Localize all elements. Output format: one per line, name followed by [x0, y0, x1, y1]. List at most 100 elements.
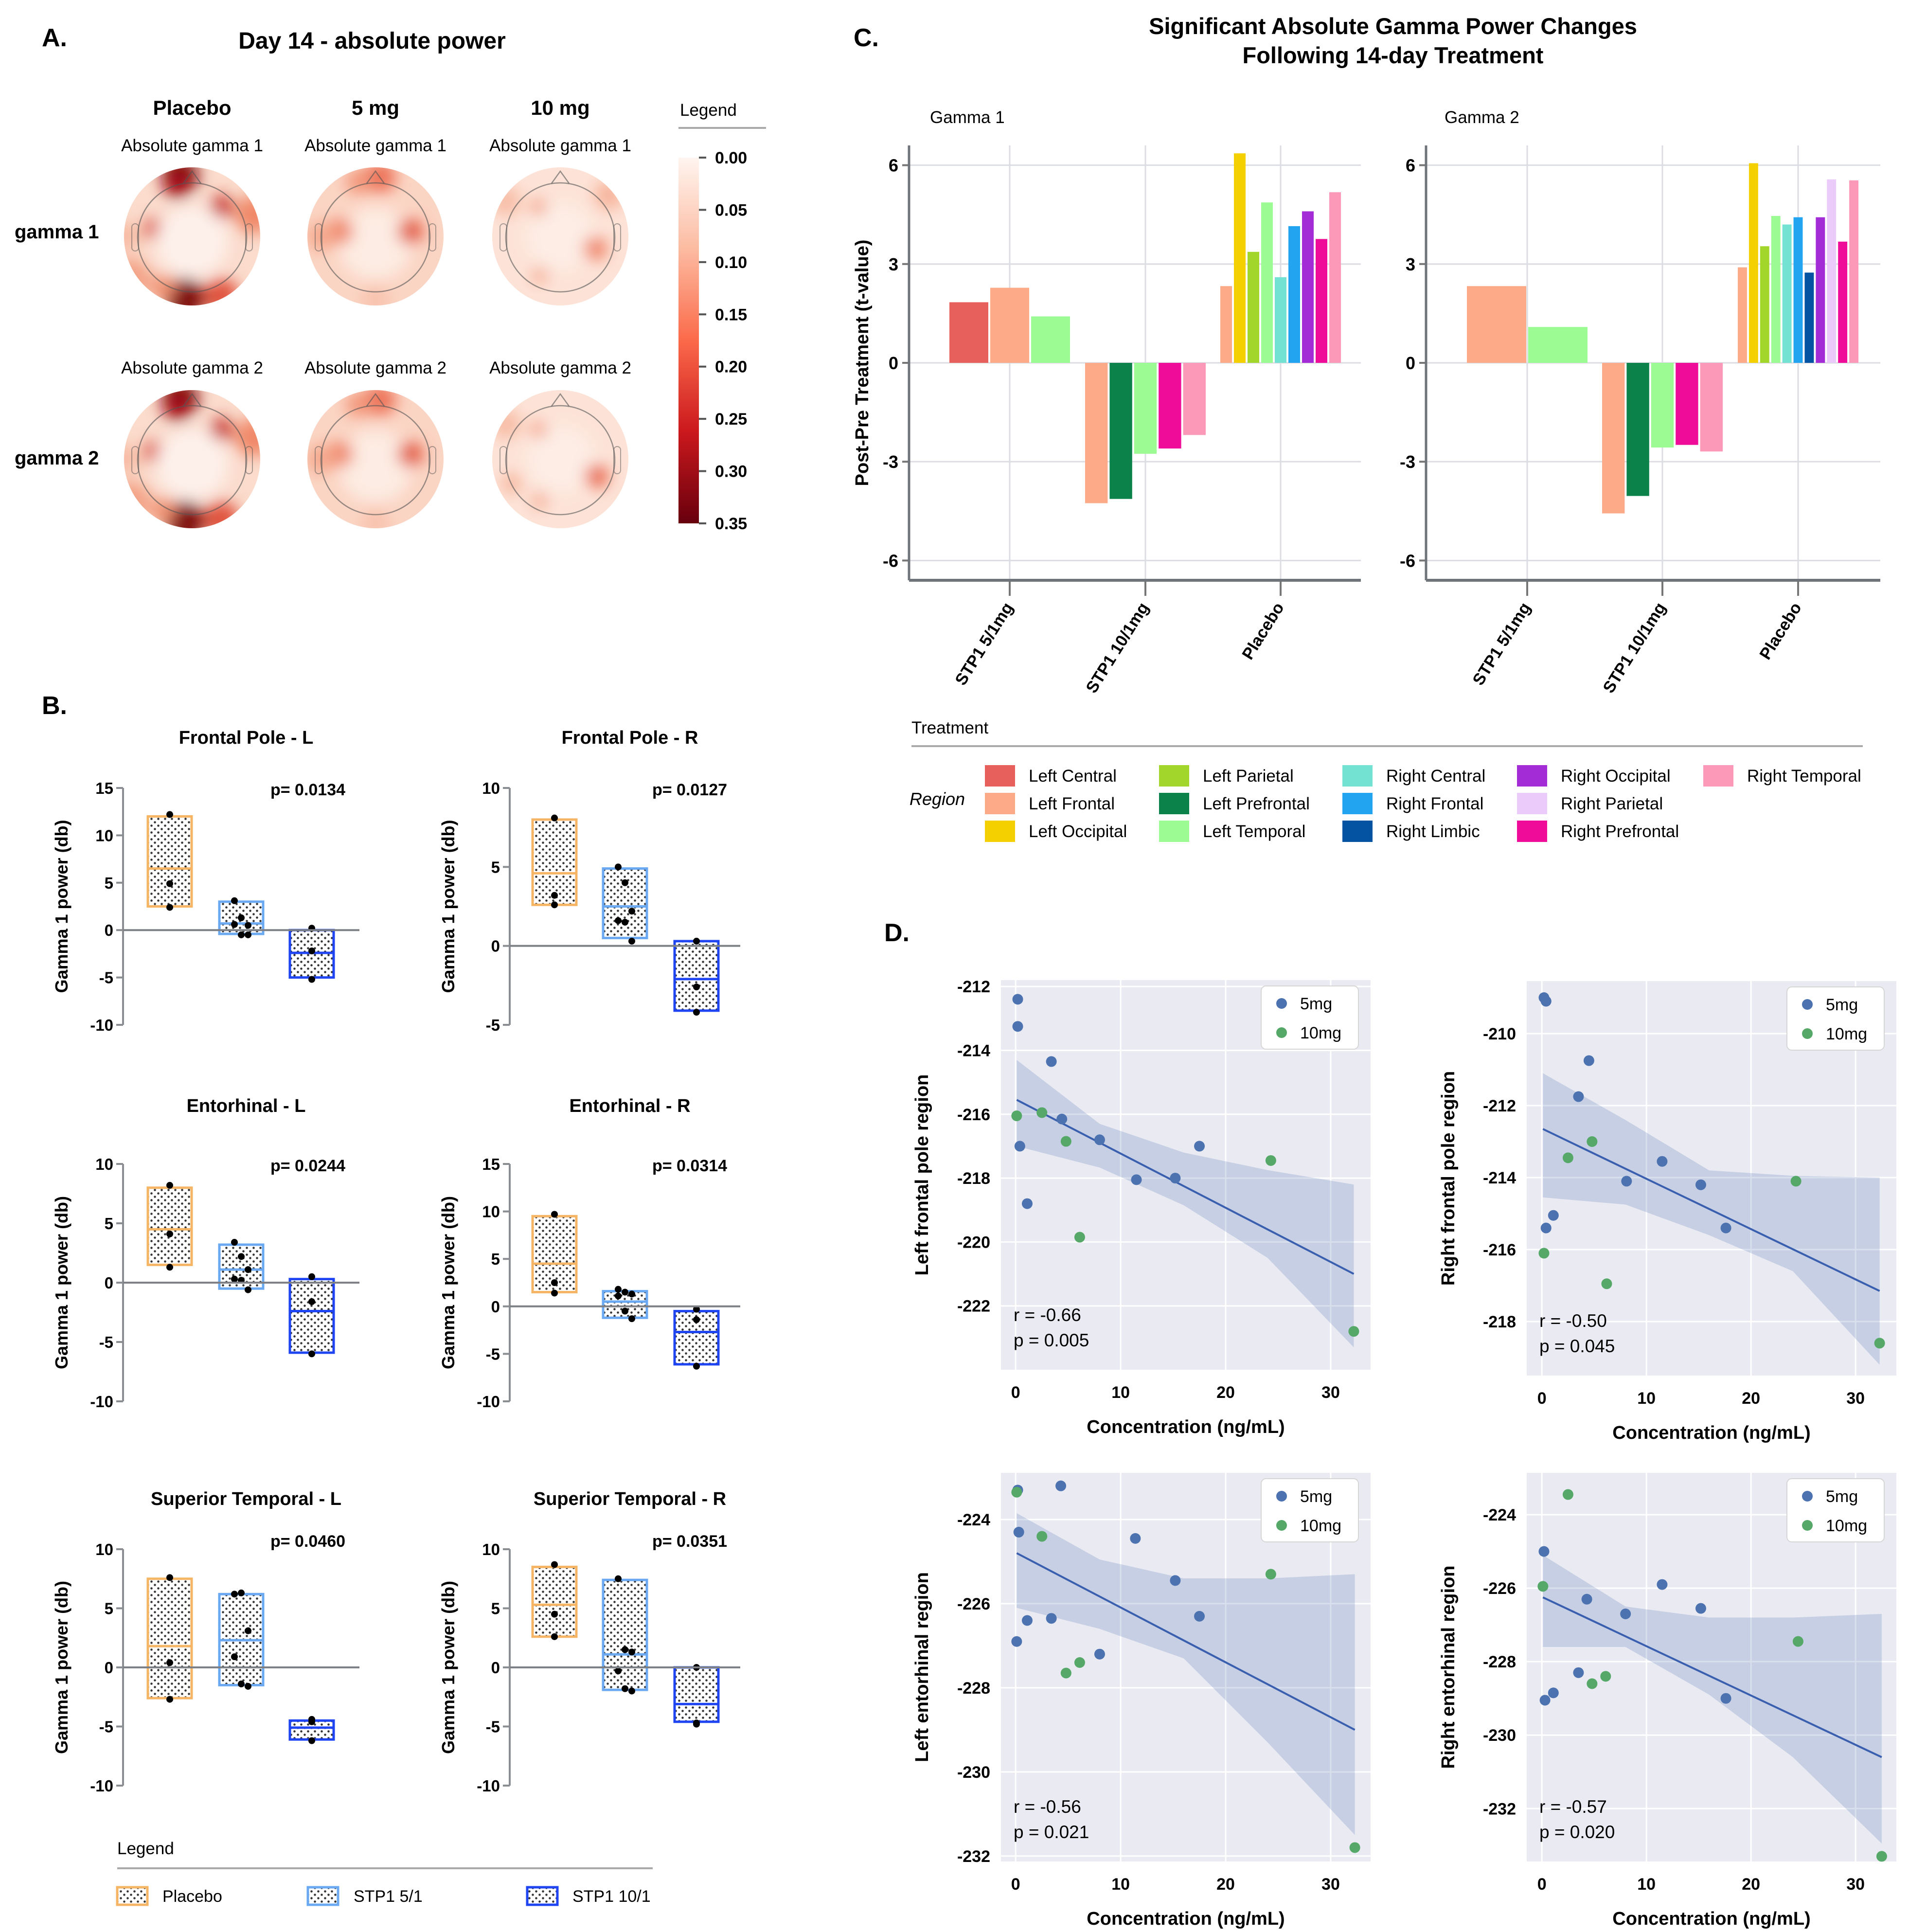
x-tick-label: 20	[1742, 1875, 1760, 1894]
data-point	[622, 879, 628, 886]
colorbar	[678, 158, 699, 523]
data-point-5mg	[1055, 1480, 1067, 1491]
data-point	[238, 1253, 245, 1260]
nose-outline	[366, 393, 385, 407]
p-value: p= 0.0460	[270, 1532, 345, 1551]
data-point	[231, 1239, 238, 1246]
topomap-subtitle: Absolute gamma 1	[489, 136, 631, 155]
data-point	[615, 1575, 622, 1582]
data-point	[551, 1610, 558, 1618]
data-point	[551, 1633, 558, 1640]
bar	[1748, 163, 1758, 363]
legend-marker	[1276, 1520, 1287, 1531]
y-tick-label: -216	[957, 1106, 990, 1124]
box-plot: Entorhinal - L p= 0.0244 10 5 0 -5 -10 Gamma 1 …	[52, 1096, 359, 1411]
y-tick-label: 10	[482, 1203, 500, 1221]
y-tick-label: -216	[1483, 1241, 1516, 1259]
ear-outline	[131, 446, 139, 474]
legend-label: Right Prefrontal	[1561, 822, 1679, 841]
y-axis-label: Gamma 1 power (db)	[52, 820, 71, 993]
barcharts: Gamma 1 6 3 0 -3 -6 STP1 5/1mg STP1 10/1mg Place…	[852, 108, 1880, 697]
legend-label: Right Limbic	[1386, 822, 1480, 841]
data-point	[551, 814, 558, 822]
data-point-5mg	[1583, 1055, 1594, 1066]
topomap	[492, 390, 628, 528]
data-point	[245, 1266, 251, 1273]
x-tick-label: 30	[1846, 1875, 1865, 1894]
p-value: p= 0.0127	[652, 781, 727, 799]
data-point-10mg	[1792, 1636, 1803, 1647]
data-point-10mg	[1011, 1110, 1022, 1122]
y-tick-label: 15	[95, 779, 113, 797]
y-axis-label: Left entorhinal region	[912, 1572, 932, 1762]
data-point-10mg	[1060, 1667, 1071, 1679]
panel-c-title-line1: Significant Absolute Gamma Power Changes	[1149, 13, 1637, 39]
topomap-fill	[124, 390, 260, 528]
topomap-spot	[584, 237, 607, 260]
bar-chart-title: Gamma 2	[1445, 108, 1519, 127]
x-tick-label: 10	[1111, 1383, 1130, 1402]
data-point	[693, 1306, 700, 1313]
data-point-5mg	[1170, 1575, 1181, 1586]
legend-swatch	[1159, 821, 1189, 842]
topomap-spot	[150, 498, 176, 523]
data-point	[628, 1290, 635, 1298]
bar	[1782, 224, 1792, 363]
box-plot-title: Superior Temporal - L	[151, 1489, 341, 1509]
x-tick-label: 30	[1846, 1389, 1865, 1408]
p-value: p= 0.0314	[652, 1157, 727, 1175]
legend-item: Right Limbic	[1342, 821, 1480, 842]
data-point	[615, 917, 622, 924]
data-point-10mg	[1538, 1248, 1550, 1259]
y-tick-label: -3	[1400, 452, 1415, 472]
data-point-5mg	[1581, 1593, 1592, 1605]
y-axis-label: Gamma 1 power (db)	[438, 820, 458, 993]
y-tick-label: 0	[491, 937, 500, 955]
colorbar-tick-label: 0.35	[715, 515, 747, 533]
legend-swatch	[1159, 793, 1189, 814]
topomap-subtitle: Absolute gamma 2	[121, 358, 263, 377]
legend-label: Left Prefrontal	[1203, 794, 1310, 813]
legend-label: Placebo	[162, 1887, 222, 1906]
y-axis-label: Post-Pre Treatment (t-value)	[852, 240, 873, 486]
y-tick-label: 5	[105, 1600, 113, 1618]
legend-swatch	[306, 1886, 339, 1906]
x-tick-label: 0	[1537, 1389, 1547, 1408]
regression-line	[1016, 1099, 1355, 1275]
y-tick-label: -10	[477, 1777, 500, 1795]
data-point	[231, 897, 238, 904]
topomap-fill	[307, 390, 444, 528]
legend-item: STP1 5/1	[306, 1886, 423, 1906]
topomap-spot	[531, 199, 546, 215]
colorbar-tick-label: 0.15	[715, 305, 747, 324]
y-tick-label: 5	[105, 1215, 113, 1233]
scatter-legend: 5mg 10mg	[1261, 985, 1359, 1050]
ear-outline	[315, 446, 322, 474]
legend-marker	[1276, 1491, 1287, 1502]
legend-item: Right Central	[1342, 765, 1485, 787]
topomap	[124, 167, 260, 305]
topomap-spot	[235, 195, 260, 234]
scatter-plot: 0 10 20 30 -232 -230 -228 -226 -224 5mg 10mg r = -0…	[912, 1473, 1371, 1929]
data-point-5mg	[1620, 1608, 1631, 1619]
data-point	[615, 1286, 622, 1293]
confidence-band	[1017, 1513, 1355, 1835]
data-point	[693, 984, 700, 991]
topomap-subtitle: Absolute gamma 1	[121, 136, 263, 155]
data-point	[166, 904, 173, 911]
scatter-legend: 5mg 10mg	[1261, 1478, 1359, 1542]
legend-marker	[1802, 1491, 1813, 1502]
legend-swatch	[1159, 765, 1189, 787]
y-tick-label: -220	[957, 1233, 990, 1252]
x-tick-label: Placebo	[1238, 599, 1287, 663]
data-point	[245, 1286, 251, 1293]
data-point-5mg	[1046, 1056, 1057, 1067]
colorbar-tick-label: 0.05	[715, 201, 747, 219]
legend-label: Left Central	[1029, 767, 1117, 786]
data-point	[166, 1574, 173, 1581]
y-tick-label: -5	[99, 1333, 113, 1351]
topomap-spot	[210, 196, 233, 219]
topomap-spot	[124, 222, 139, 251]
data-point-10mg	[1036, 1107, 1048, 1118]
bar	[949, 302, 988, 363]
